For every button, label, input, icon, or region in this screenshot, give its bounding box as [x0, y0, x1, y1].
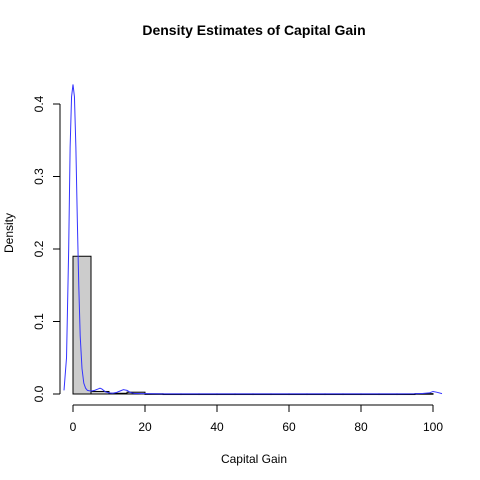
density-curve: [63, 84, 443, 395]
y-tick-label: 0.3: [32, 168, 46, 185]
y-tick-label: 0.4: [32, 95, 46, 112]
y-tick-label: 0.1: [32, 313, 46, 330]
x-axis-label: Capital Gain: [221, 452, 287, 466]
x-tick-label: 100: [423, 420, 443, 434]
chart-title: Density Estimates of Capital Gain: [142, 22, 365, 38]
y-axis: 0.0 0.1 0.2 0.3 0.4: [32, 95, 61, 402]
x-tick-label: 60: [282, 420, 296, 434]
x-axis: 0 20 40 60 80 100: [70, 404, 443, 434]
y-tick-label: 0.0: [32, 385, 46, 402]
x-tick-label: 20: [138, 420, 152, 434]
x-tick-label: 80: [354, 420, 368, 434]
y-axis-label: Density: [2, 213, 16, 253]
x-tick-label: 0: [70, 420, 77, 434]
histogram-bar: [72, 255, 92, 395]
x-tick-label: 40: [210, 420, 224, 434]
histogram-bars: [72, 255, 434, 396]
y-tick-label: 0.2: [32, 240, 46, 257]
